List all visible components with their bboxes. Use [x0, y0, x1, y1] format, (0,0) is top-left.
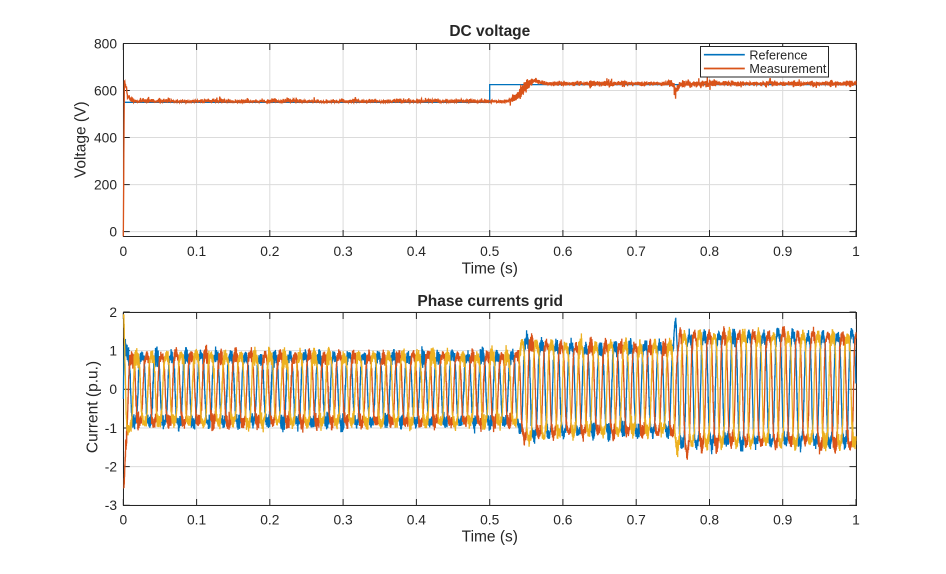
- svg-text:0.6: 0.6: [553, 244, 573, 259]
- svg-text:0.4: 0.4: [407, 512, 427, 527]
- svg-text:0.8: 0.8: [700, 512, 720, 527]
- svg-text:0.3: 0.3: [334, 512, 354, 527]
- svg-text:Reference: Reference: [749, 48, 807, 62]
- svg-text:0.7: 0.7: [627, 512, 646, 527]
- svg-text:200: 200: [94, 177, 117, 192]
- svg-text:1: 1: [109, 343, 117, 358]
- svg-text:-1: -1: [105, 421, 117, 436]
- svg-text:400: 400: [94, 130, 117, 145]
- svg-text:-2: -2: [105, 459, 117, 474]
- svg-text:800: 800: [94, 36, 117, 51]
- svg-text:0: 0: [119, 512, 127, 527]
- svg-text:0.9: 0.9: [773, 512, 793, 527]
- svg-text:0.7: 0.7: [627, 244, 646, 259]
- svg-text:0.5: 0.5: [480, 244, 500, 259]
- svg-text:600: 600: [94, 83, 117, 98]
- svg-text:Current (p.u.): Current (p.u.): [85, 361, 102, 453]
- svg-text:0: 0: [109, 224, 117, 239]
- svg-text:0.1: 0.1: [187, 512, 206, 527]
- svg-text:0.3: 0.3: [334, 244, 354, 259]
- svg-text:2: 2: [109, 305, 117, 320]
- svg-text:Voltage (V): Voltage (V): [73, 101, 90, 178]
- svg-text:0.8: 0.8: [700, 244, 720, 259]
- svg-text:DC voltage: DC voltage: [449, 23, 530, 40]
- svg-text:0.4: 0.4: [407, 244, 427, 259]
- svg-text:0.9: 0.9: [773, 244, 793, 259]
- svg-text:0: 0: [109, 382, 117, 397]
- svg-text:1: 1: [852, 512, 860, 527]
- svg-text:Time (s): Time (s): [462, 529, 518, 546]
- svg-text:1: 1: [852, 244, 860, 259]
- svg-text:Measurement: Measurement: [749, 62, 826, 76]
- svg-text:0.2: 0.2: [260, 512, 279, 527]
- svg-text:0.2: 0.2: [260, 244, 279, 259]
- svg-text:Phase currents grid: Phase currents grid: [417, 293, 563, 310]
- svg-text:-3: -3: [105, 498, 118, 513]
- svg-text:0: 0: [119, 244, 127, 259]
- svg-text:0.1: 0.1: [187, 244, 206, 259]
- svg-text:0.6: 0.6: [553, 512, 573, 527]
- svg-text:0.5: 0.5: [480, 512, 500, 527]
- svg-text:Time (s): Time (s): [462, 261, 518, 278]
